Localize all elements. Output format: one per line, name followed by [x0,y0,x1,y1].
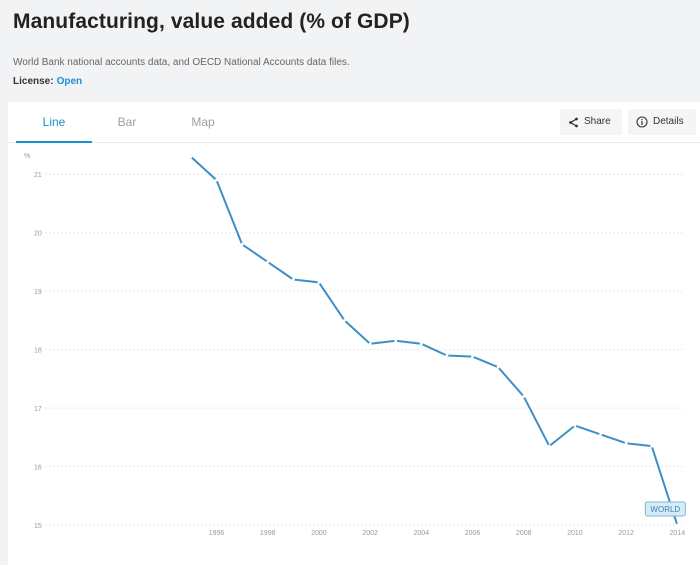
data-point [368,342,372,346]
share-label: Share [584,116,611,127]
data-point [343,318,346,322]
tab-map[interactable]: Map [191,115,215,129]
y-axis-unit: % [24,153,30,160]
series-line-world [190,155,679,526]
info-icon [636,116,648,128]
tab-line[interactable]: Line [16,102,92,143]
data-point [624,441,628,445]
y-tick-label: 20 [34,231,42,238]
data-point [445,354,449,357]
data-point [650,444,654,448]
data-point [317,280,321,284]
x-tick-label: 2002 [362,530,378,537]
tab-bar[interactable]: Bar [117,115,137,129]
details-button[interactable]: Details [628,109,696,135]
x-tick-label: 2010 [567,530,583,537]
x-tick-label: 2014 [670,530,686,537]
y-tick-label: 21 [34,172,42,179]
source-note: World Bank national accounts data, and O… [13,57,350,68]
series-label-world: WORLD [650,505,680,514]
chart-tabs: Line Bar Map Share Details [8,102,700,143]
page-title: Manufacturing, value added (% of GDP) [13,10,410,33]
x-tick-label: 1998 [260,530,276,537]
license-info: License: Open [13,76,82,87]
y-tick-label: 17 [34,406,42,413]
y-tick-label: 19 [34,289,42,296]
share-icon [568,117,579,128]
x-tick-label: 2004 [414,530,430,537]
data-point [522,394,526,398]
line-chart: % 15 16 17 18 19 20 21 1996 1998 2000 2002 2004 2006 2… [24,153,686,537]
data-point [496,365,500,369]
data-point [675,523,679,527]
chart-panel: Line Bar Map Share Details % 15 16 17 18 19 20… [8,102,700,565]
data-point [394,339,398,343]
share-button[interactable]: Share [560,109,622,135]
x-tick-label: 2000 [311,530,327,537]
details-label: Details [653,116,684,127]
data-point [419,342,423,346]
data-point [547,444,551,448]
x-tick-label: 2006 [465,530,481,537]
data-point [240,242,244,246]
data-point [215,178,218,182]
data-point [599,432,602,436]
x-tick-label: 2012 [618,530,634,537]
y-tick-label: 15 [34,523,42,530]
x-tick-label: 2008 [516,530,532,537]
series-label-badge [644,501,686,517]
data-point [573,424,577,428]
data-point [266,260,270,264]
data-point [291,278,295,281]
data-point [189,155,193,159]
x-tick-label: 1996 [209,530,225,537]
license-link[interactable]: Open [56,76,83,87]
license-label: License: [13,76,54,87]
data-point [471,355,474,359]
y-tick-label: 18 [34,348,42,355]
y-tick-label: 16 [34,465,42,472]
